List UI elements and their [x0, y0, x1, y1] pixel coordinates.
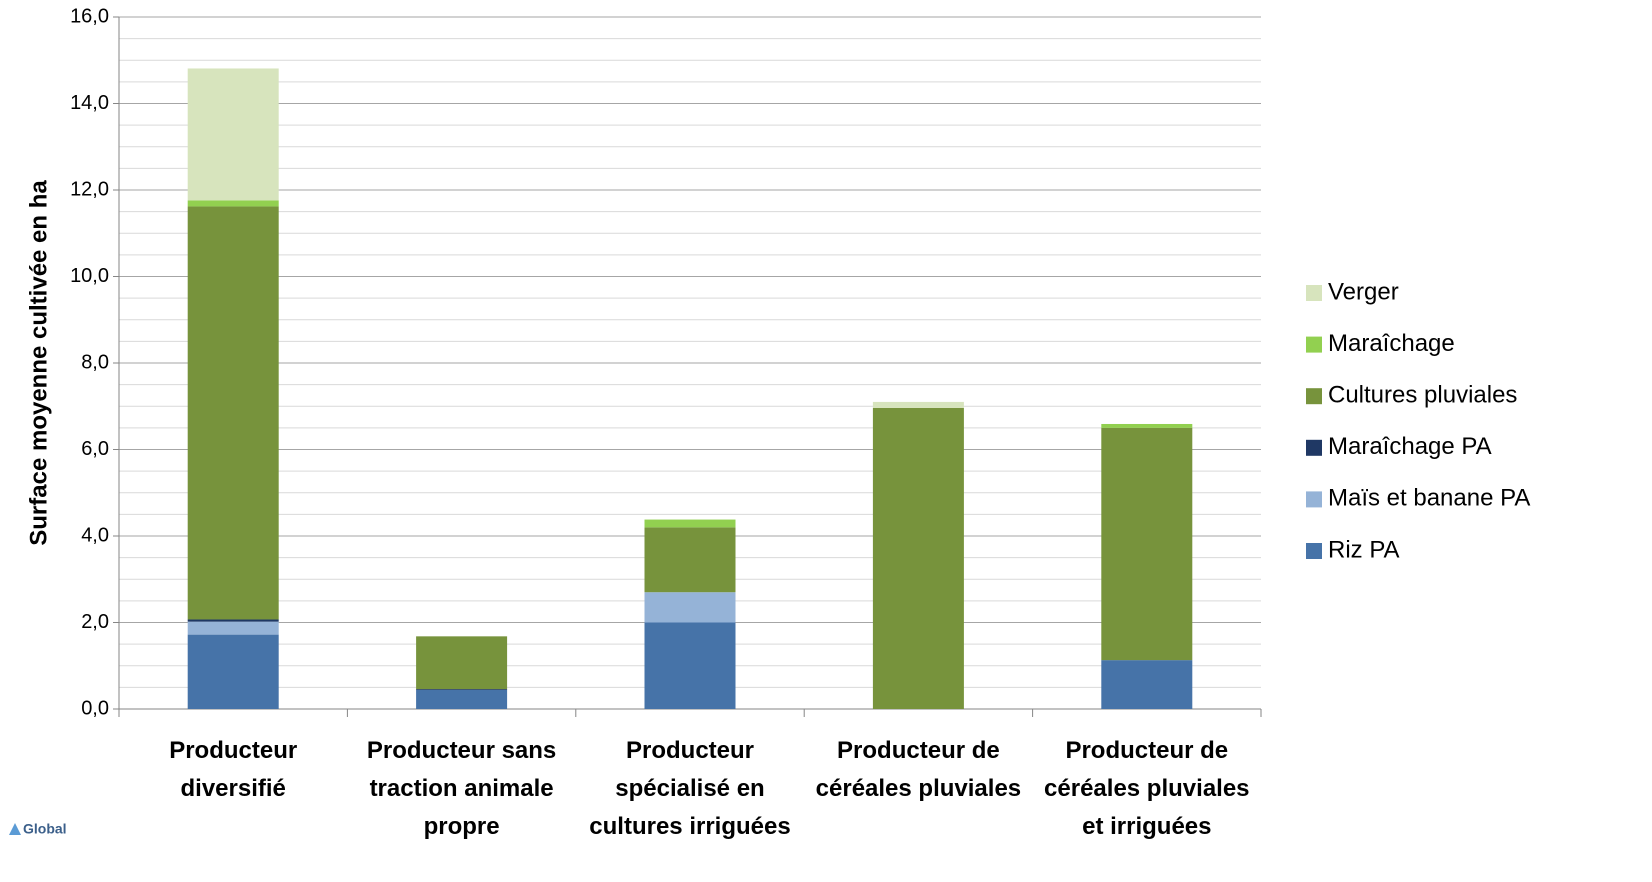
bar-segment: [872, 407, 964, 709]
bar-segment: [416, 636, 508, 690]
legend-label: Maraîchage: [1328, 330, 1455, 357]
bar-segment: [644, 527, 736, 593]
bar-segment: [187, 619, 279, 622]
y-tick-label: 8,0: [81, 351, 109, 373]
y-tick-label: 16,0: [70, 5, 109, 27]
legend-label: Maraîchage PA: [1328, 433, 1492, 460]
y-tick-label: 4,0: [81, 524, 109, 546]
logo-text: Global: [23, 821, 67, 837]
legend-swatch: [1306, 285, 1322, 301]
bar-segment: [644, 622, 736, 709]
y-tick-label: 14,0: [70, 92, 109, 114]
bar-segment: [187, 200, 279, 207]
y-tick-label: 10,0: [70, 265, 109, 287]
legend-swatch: [1306, 439, 1322, 456]
legend-label: Maïs et banane PA: [1328, 485, 1530, 512]
bar-segment: [1101, 660, 1193, 709]
y-tick-label: 6,0: [81, 438, 109, 460]
legend-swatch: [1306, 491, 1322, 508]
logo-icon: [9, 823, 21, 835]
x-tick-label: Producteur diversifié: [169, 737, 297, 802]
y-tick-label: 0,0: [81, 697, 109, 719]
bar-segment: [1101, 423, 1193, 428]
legend-label: Verger: [1328, 278, 1399, 305]
bar-segment: [416, 689, 508, 690]
legend-swatch: [1306, 336, 1322, 353]
legend-label: Riz PA: [1328, 536, 1400, 563]
legend-swatch: [1306, 543, 1322, 559]
x-tick-label: Producteur de céréales pluviales et irrigu…: [1044, 737, 1249, 840]
bar-segment: [187, 634, 279, 709]
y-axis-title: Surface moyenne cultivée en ha: [25, 180, 52, 546]
bar-segment: [644, 519, 736, 528]
bar-segment: [872, 401, 964, 408]
legend-label: Cultures pluviales: [1328, 382, 1517, 409]
bar-segment: [416, 689, 508, 709]
bar-segment: [187, 206, 279, 620]
y-tick-label: 2,0: [81, 611, 109, 633]
bar-segment: [1101, 427, 1193, 661]
x-tick-label: Producteur spécialisé en cultures irriguée…: [589, 737, 790, 840]
legend-swatch: [1306, 388, 1322, 405]
bar-segment: [187, 621, 279, 635]
x-tick-label: Producteur de céréales pluviales: [816, 737, 1021, 802]
x-tick-label: Producteur sans traction animale propre: [367, 737, 556, 840]
bar-segment: [644, 592, 736, 623]
y-tick-label: 12,0: [70, 178, 109, 200]
bar-segment: [187, 68, 279, 201]
